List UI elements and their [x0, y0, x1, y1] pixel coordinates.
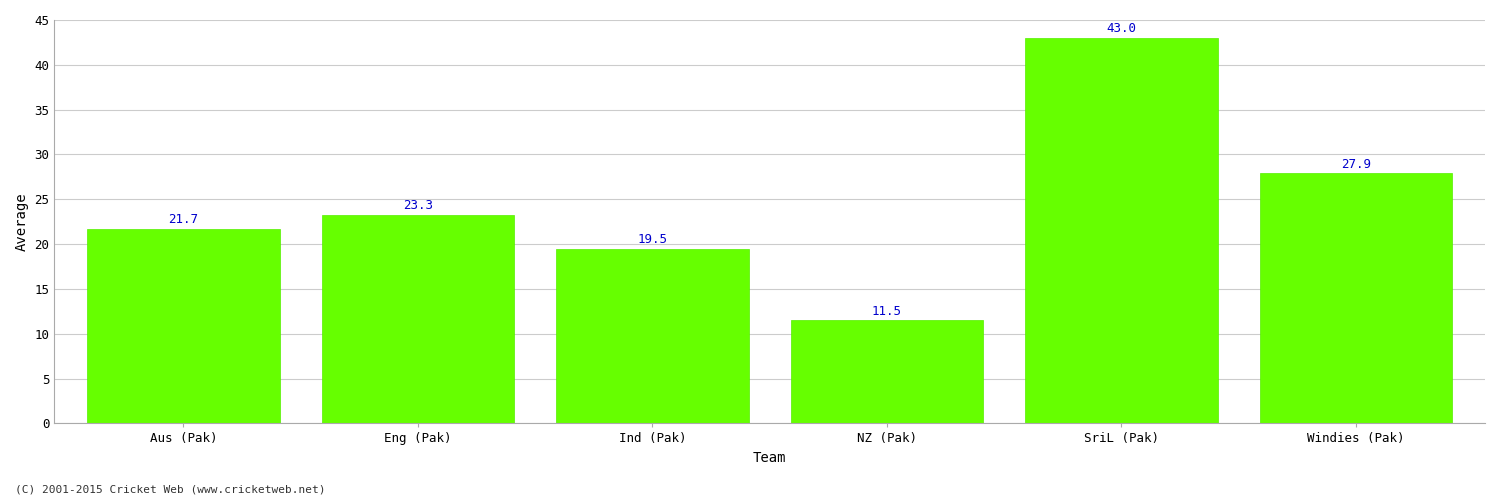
Text: 27.9: 27.9	[1341, 158, 1371, 170]
Bar	[87, 229, 279, 424]
Bar	[1260, 174, 1452, 424]
Text: 19.5: 19.5	[638, 233, 668, 246]
Text: (C) 2001-2015 Cricket Web (www.cricketweb.net): (C) 2001-2015 Cricket Web (www.cricketwe…	[15, 485, 326, 495]
Bar	[556, 248, 748, 424]
Y-axis label: Average: Average	[15, 192, 28, 251]
Text: 23.3: 23.3	[404, 199, 433, 212]
Text: 21.7: 21.7	[168, 213, 198, 226]
Bar	[1026, 38, 1218, 424]
Text: 43.0: 43.0	[1107, 22, 1137, 35]
Text: 11.5: 11.5	[871, 304, 901, 318]
X-axis label: Team: Team	[753, 451, 786, 465]
Bar	[790, 320, 982, 424]
Bar	[322, 214, 514, 424]
